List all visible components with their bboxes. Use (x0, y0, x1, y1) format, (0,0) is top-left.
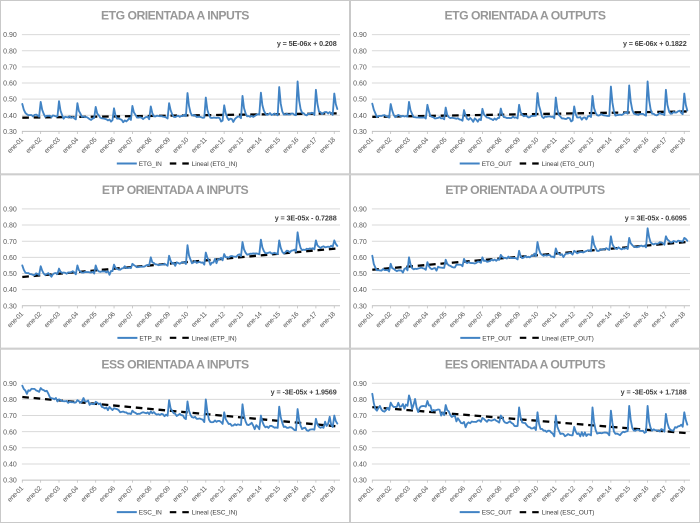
svg-text:0.70: 0.70 (353, 239, 367, 246)
svg-text:0.30: 0.30 (3, 478, 17, 485)
svg-text:0.40: 0.40 (3, 113, 17, 120)
svg-text:0.30: 0.30 (3, 129, 17, 136)
svg-text:0.50: 0.50 (353, 445, 367, 452)
svg-text:Lineal (ESC_OUT): Lineal (ESC_OUT) (542, 510, 595, 517)
svg-text:0.40: 0.40 (3, 462, 17, 469)
svg-text:ETG ORIENTADA A INPUTS: ETG ORIENTADA A INPUTS (101, 9, 249, 23)
svg-text:0.90: 0.90 (3, 207, 17, 214)
svg-text:0.30: 0.30 (353, 303, 367, 310)
svg-text:ETG_IN: ETG_IN (139, 161, 162, 168)
svg-text:0.50: 0.50 (3, 271, 17, 278)
svg-text:0.60: 0.60 (3, 255, 17, 262)
svg-text:0.90: 0.90 (3, 381, 17, 388)
svg-text:0.50: 0.50 (353, 97, 367, 104)
svg-text:0.70: 0.70 (353, 64, 367, 71)
svg-text:0.30: 0.30 (353, 129, 367, 136)
svg-text:EES ORIENTADA A OUTPUTS: EES ORIENTADA A OUTPUTS (445, 357, 606, 371)
svg-text:y = 3E-05x - 0.7288: y = 3E-05x - 0.7288 (275, 213, 337, 222)
svg-text:0.90: 0.90 (353, 207, 367, 214)
svg-text:0.80: 0.80 (353, 397, 367, 404)
svg-text:0.90: 0.90 (353, 381, 367, 388)
svg-text:y = -3E-05x + 1.7188: y = -3E-05x + 1.7188 (621, 388, 687, 397)
svg-text:0.40: 0.40 (353, 287, 367, 294)
svg-text:ETG_OUT: ETG_OUT (482, 161, 512, 168)
svg-text:0.30: 0.30 (3, 303, 17, 310)
svg-text:0.40: 0.40 (3, 287, 17, 294)
svg-text:ETG ORIENTADA A OUTPUTS: ETG ORIENTADA A OUTPUTS (445, 9, 606, 23)
svg-text:0.30: 0.30 (353, 478, 367, 485)
svg-text:0.60: 0.60 (353, 81, 367, 88)
svg-text:0.70: 0.70 (3, 413, 17, 420)
svg-text:0.60: 0.60 (353, 255, 367, 262)
svg-text:y = 6E-06x + 0.1822: y = 6E-06x + 0.1822 (623, 39, 687, 48)
svg-text:ESC_OUT: ESC_OUT (482, 510, 512, 517)
svg-text:Lineal (ETG_IN): Lineal (ETG_IN) (192, 161, 237, 168)
svg-text:y = 5E-06x + 0.208: y = 5E-06x + 0.208 (277, 39, 337, 48)
svg-text:0.50: 0.50 (353, 271, 367, 278)
svg-text:0.60: 0.60 (353, 429, 367, 436)
svg-text:y = -3E-05x + 1.9569: y = -3E-05x + 1.9569 (271, 388, 337, 397)
svg-text:0.80: 0.80 (3, 397, 17, 404)
svg-text:0.90: 0.90 (3, 32, 17, 39)
svg-text:0.80: 0.80 (353, 223, 367, 230)
svg-text:0.40: 0.40 (353, 462, 367, 469)
svg-text:0.70: 0.70 (3, 239, 17, 246)
svg-text:y = 3E-05x - 0.6095: y = 3E-05x - 0.6095 (625, 213, 687, 222)
svg-text:0.70: 0.70 (353, 413, 367, 420)
svg-text:ESC_IN: ESC_IN (139, 510, 162, 517)
svg-text:Lineal (ETG_OUT): Lineal (ETG_OUT) (542, 161, 595, 168)
svg-text:0.90: 0.90 (353, 32, 367, 39)
svg-text:ESS ORIENTADA A INPUTS: ESS ORIENTADA A INPUTS (101, 357, 249, 371)
svg-text:Lineal (ETP_IN): Lineal (ETP_IN) (192, 335, 237, 342)
svg-text:Lineal (ESC_IN): Lineal (ESC_IN) (192, 510, 237, 517)
svg-text:0.80: 0.80 (3, 48, 17, 55)
svg-text:0.80: 0.80 (3, 223, 17, 230)
svg-text:0.50: 0.50 (3, 97, 17, 104)
svg-text:ETP_IN: ETP_IN (139, 335, 162, 342)
svg-text:ETP ORIENTADA A INPUTS: ETP ORIENTADA A INPUTS (102, 183, 249, 197)
svg-text:0.60: 0.60 (3, 429, 17, 436)
svg-text:0.60: 0.60 (3, 81, 17, 88)
svg-text:0.70: 0.70 (3, 64, 17, 71)
svg-text:ETP_OUT: ETP_OUT (482, 335, 511, 342)
svg-text:Lineal (ETP_OUT): Lineal (ETP_OUT) (542, 335, 594, 342)
svg-text:ETP ORIENTADA A OUTPUTS: ETP ORIENTADA A OUTPUTS (445, 183, 605, 197)
svg-text:0.40: 0.40 (353, 113, 367, 120)
svg-text:0.50: 0.50 (3, 445, 17, 452)
svg-text:0.80: 0.80 (353, 48, 367, 55)
